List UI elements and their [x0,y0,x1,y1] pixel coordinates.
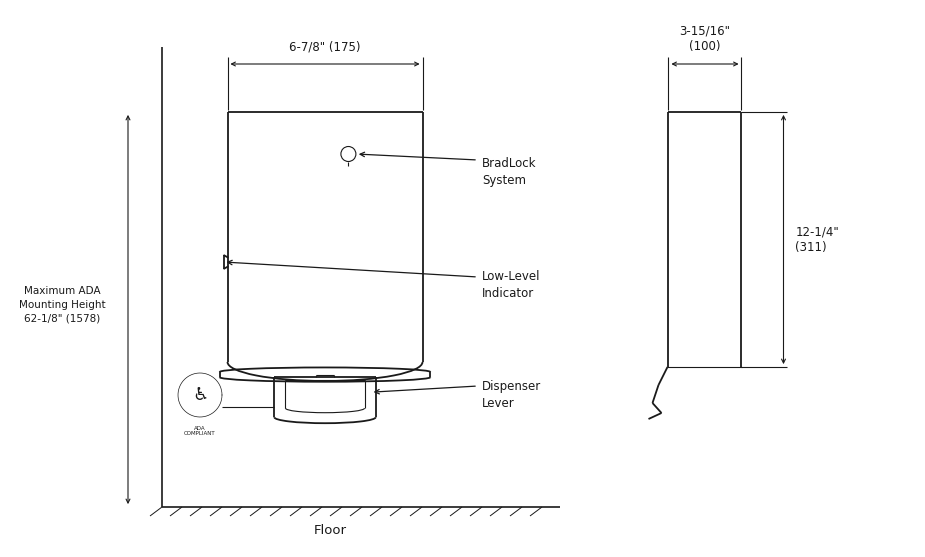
Text: 6-7/8" (175): 6-7/8" (175) [290,40,361,53]
Text: Dispenser
Lever: Dispenser Lever [482,380,541,410]
Text: Floor: Floor [314,524,347,536]
Text: 3-15/16"
(100): 3-15/16" (100) [680,24,731,53]
Text: BradLock
System: BradLock System [482,157,536,187]
Text: Maximum ADA
Mounting Height
62-1/8" (1578): Maximum ADA Mounting Height 62-1/8" (157… [18,286,105,324]
Text: ADA
COMPLIANT: ADA COMPLIANT [184,426,216,436]
Text: ♿: ♿ [192,386,208,404]
Text: 12-1/4"
(311): 12-1/4" (311) [796,225,839,254]
Text: Low-Level
Indicator: Low-Level Indicator [482,270,540,300]
